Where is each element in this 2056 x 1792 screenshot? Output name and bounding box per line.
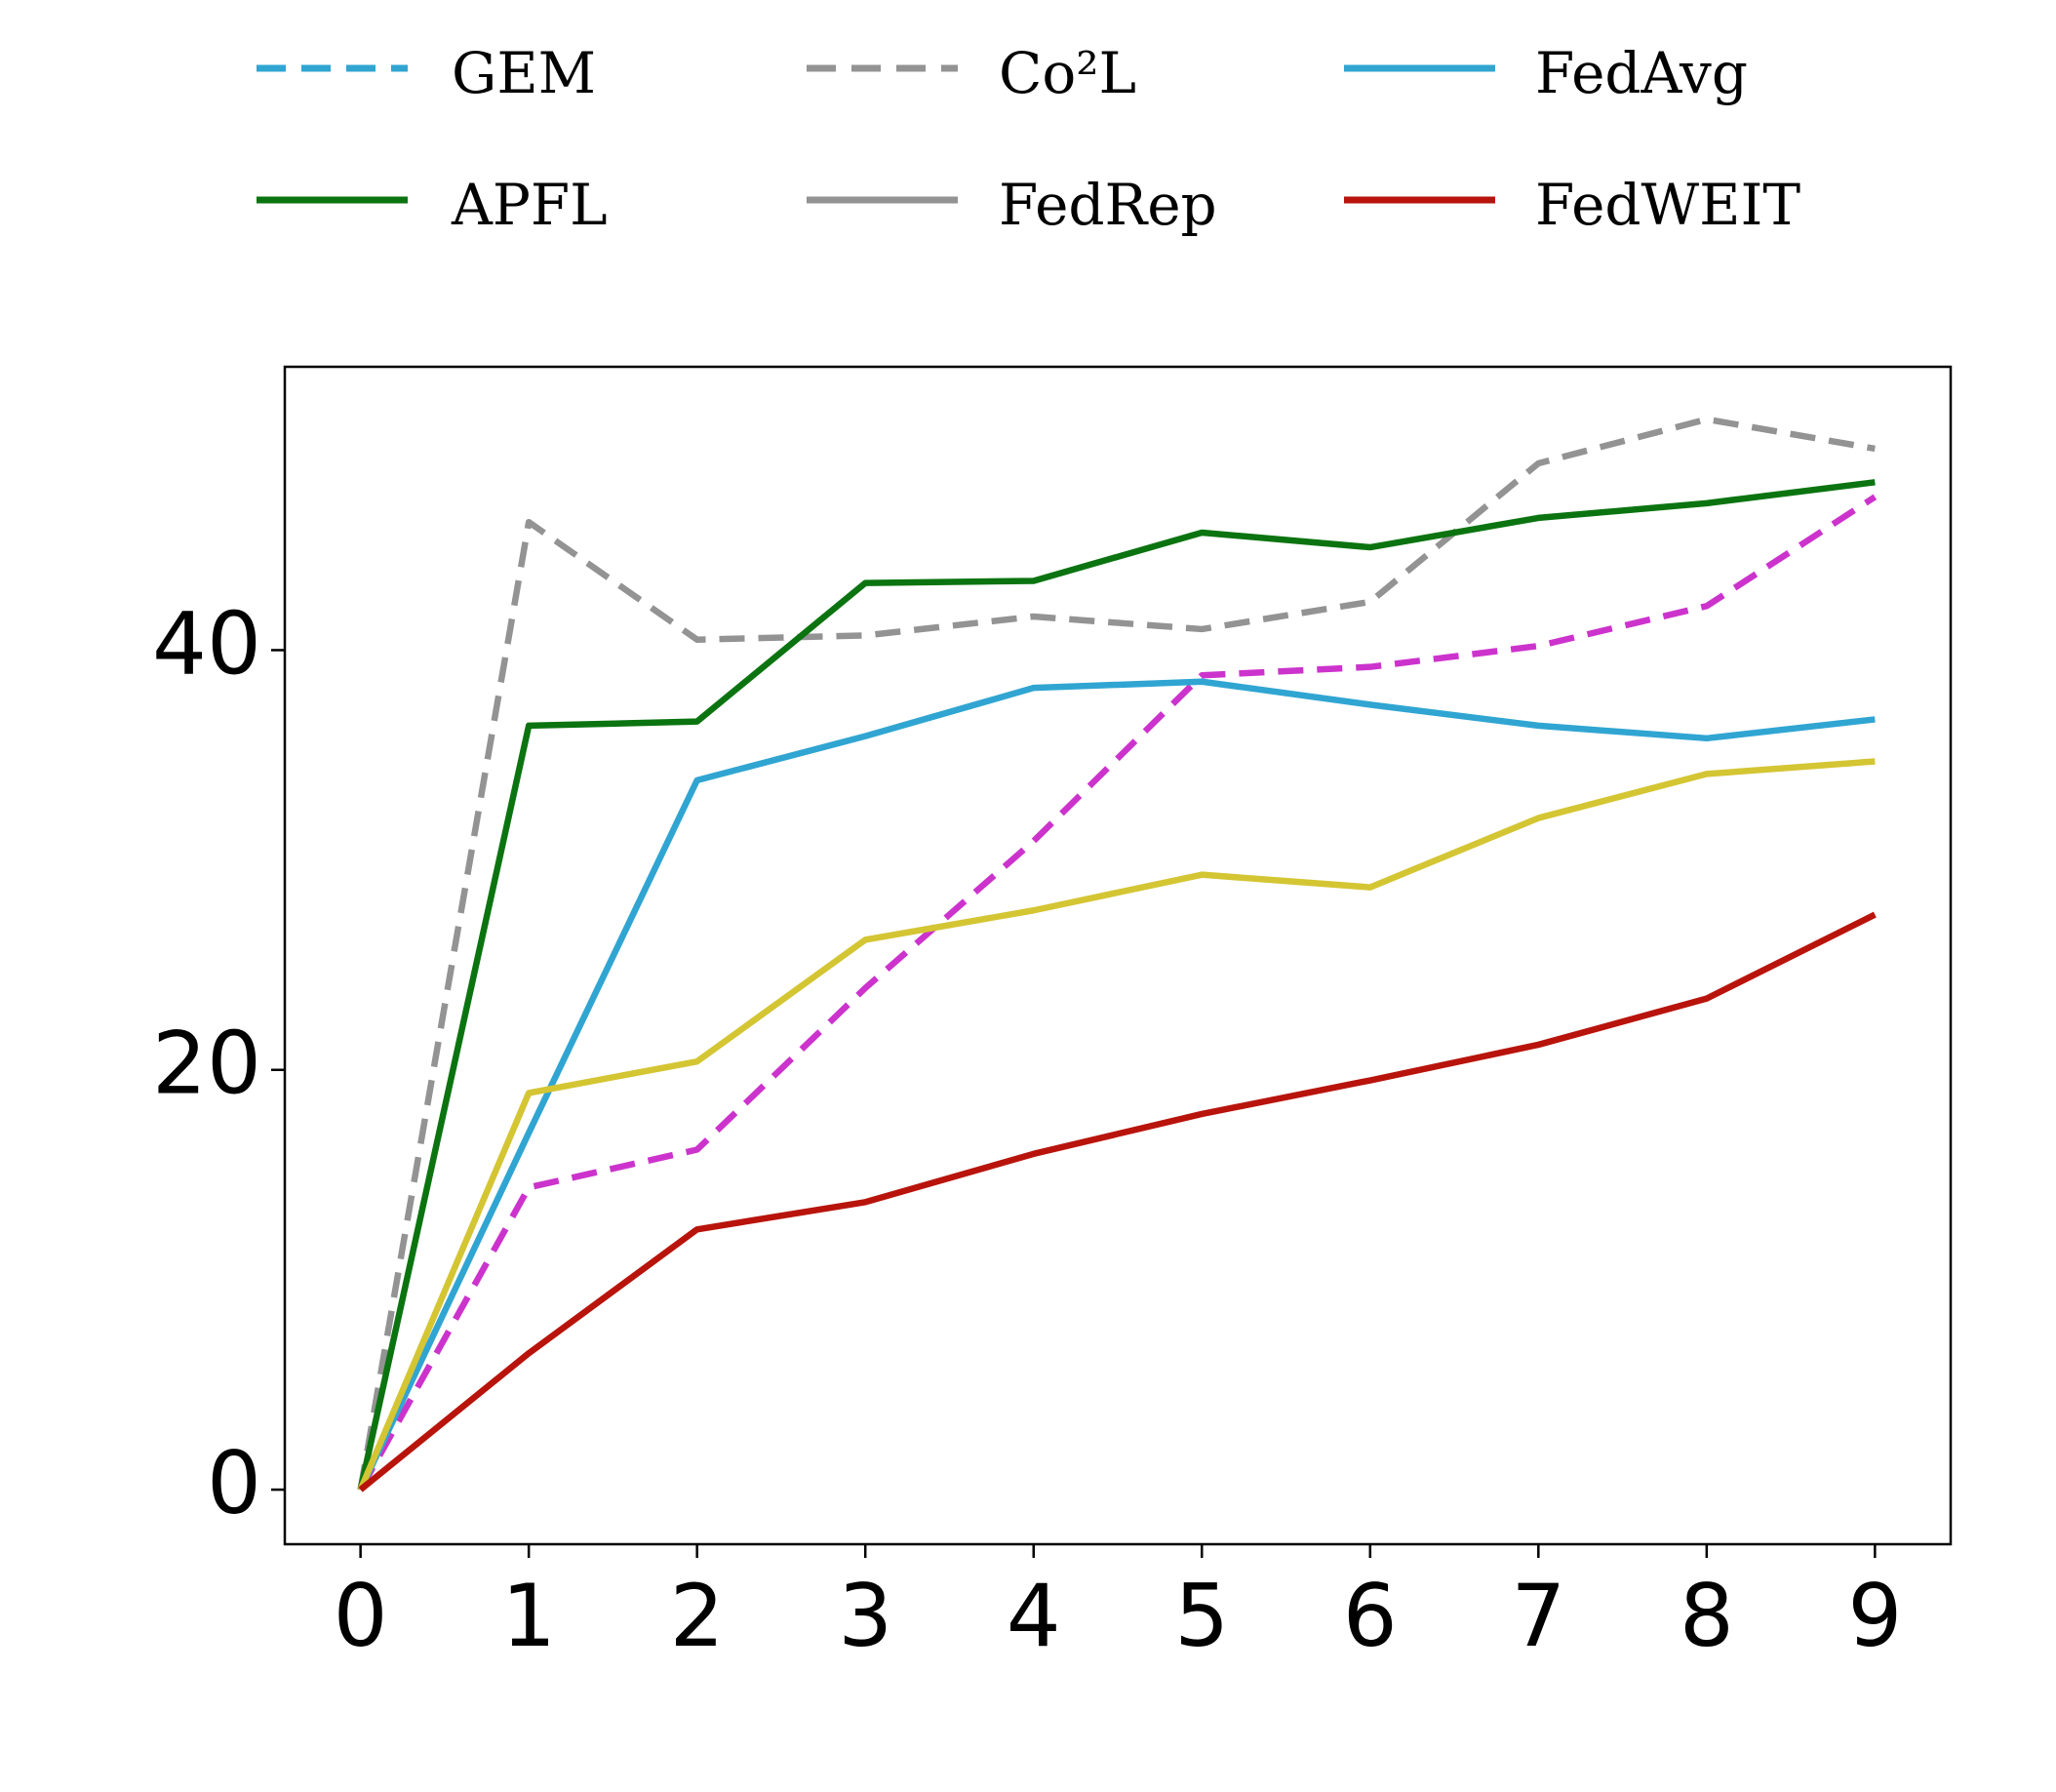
legend-label: APFL bbox=[451, 172, 608, 238]
axes-frame bbox=[283, 365, 1953, 1546]
legend-label: Co²L bbox=[999, 40, 1136, 106]
series-line bbox=[357, 758, 1876, 1492]
legend-label: FedAvg bbox=[1535, 40, 1748, 106]
y-tick-label: 0 bbox=[207, 1433, 261, 1533]
x-tick-label: 9 bbox=[1847, 1566, 1902, 1666]
x-tick-label: 0 bbox=[334, 1566, 388, 1666]
series-line bbox=[357, 479, 1876, 1491]
series-line bbox=[357, 416, 1876, 1491]
plot-area bbox=[357, 416, 1878, 1493]
x-tick-label: 3 bbox=[838, 1566, 892, 1666]
x-tick-label: 5 bbox=[1174, 1566, 1229, 1666]
series-line bbox=[357, 494, 1878, 1492]
series-line bbox=[358, 911, 1877, 1493]
x-tick-label: 8 bbox=[1680, 1566, 1734, 1666]
x-tick-label: 1 bbox=[501, 1566, 556, 1666]
legend-label: GEM bbox=[452, 40, 596, 106]
x-tick-label: 6 bbox=[1343, 1566, 1398, 1666]
legend-label: FedRep bbox=[999, 172, 1217, 238]
series-line bbox=[357, 678, 1876, 1492]
y-tick-label: 20 bbox=[152, 1014, 261, 1114]
legend: GEM Co²L FedAvg APFL FedRep FedWEIT bbox=[257, 40, 1800, 238]
x-tick-label: 4 bbox=[1007, 1566, 1061, 1666]
legend-label: FedWEIT bbox=[1535, 172, 1800, 238]
x-tick-label: 2 bbox=[670, 1566, 725, 1666]
x-tick-label: 7 bbox=[1511, 1566, 1565, 1666]
y-tick-label: 40 bbox=[152, 593, 261, 694]
